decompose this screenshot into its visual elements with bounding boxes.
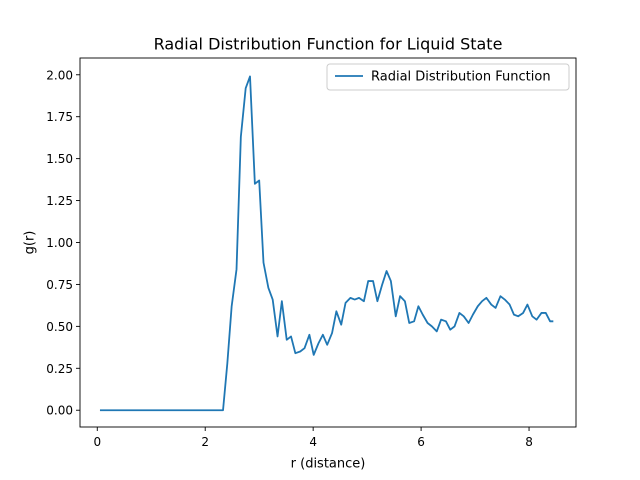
y-tick-label: 0.75 <box>46 278 73 292</box>
y-tick-label: 1.75 <box>46 110 73 124</box>
plot-area <box>99 75 554 412</box>
y-axis-ticks: 0.00 0.25 0.50 0.75 1.00 1.25 1.50 1.75 2.00 <box>46 68 80 418</box>
y-tick-label: 0.00 <box>46 404 73 418</box>
chart-title: Radial Distribution Function for Liquid … <box>154 35 503 54</box>
x-tick-label: 6 <box>417 435 425 449</box>
legend: Radial Distribution Function <box>326 63 570 91</box>
y-tick-label: 0.25 <box>46 362 73 376</box>
legend-label: Radial Distribution Function <box>371 70 551 85</box>
x-tick-label: 0 <box>93 435 101 449</box>
y-axis-label: g(r) <box>23 231 38 255</box>
x-tick-label: 2 <box>201 435 209 449</box>
y-tick-label: 1.50 <box>46 152 73 166</box>
y-tick-label: 1.25 <box>46 194 73 208</box>
y-tick-label: 1.00 <box>46 236 73 250</box>
y-tick-label: 2.00 <box>46 68 73 82</box>
y-tick-label: 0.50 <box>46 320 73 334</box>
x-axis-label: r (distance) <box>291 457 366 472</box>
legend-box <box>326 63 570 91</box>
x-axis-ticks: 0 2 4 6 8 <box>93 427 533 449</box>
x-tick-label: 8 <box>525 435 533 449</box>
series-line-radial-distribution-function <box>99 75 554 412</box>
x-tick-label: 4 <box>309 435 317 449</box>
